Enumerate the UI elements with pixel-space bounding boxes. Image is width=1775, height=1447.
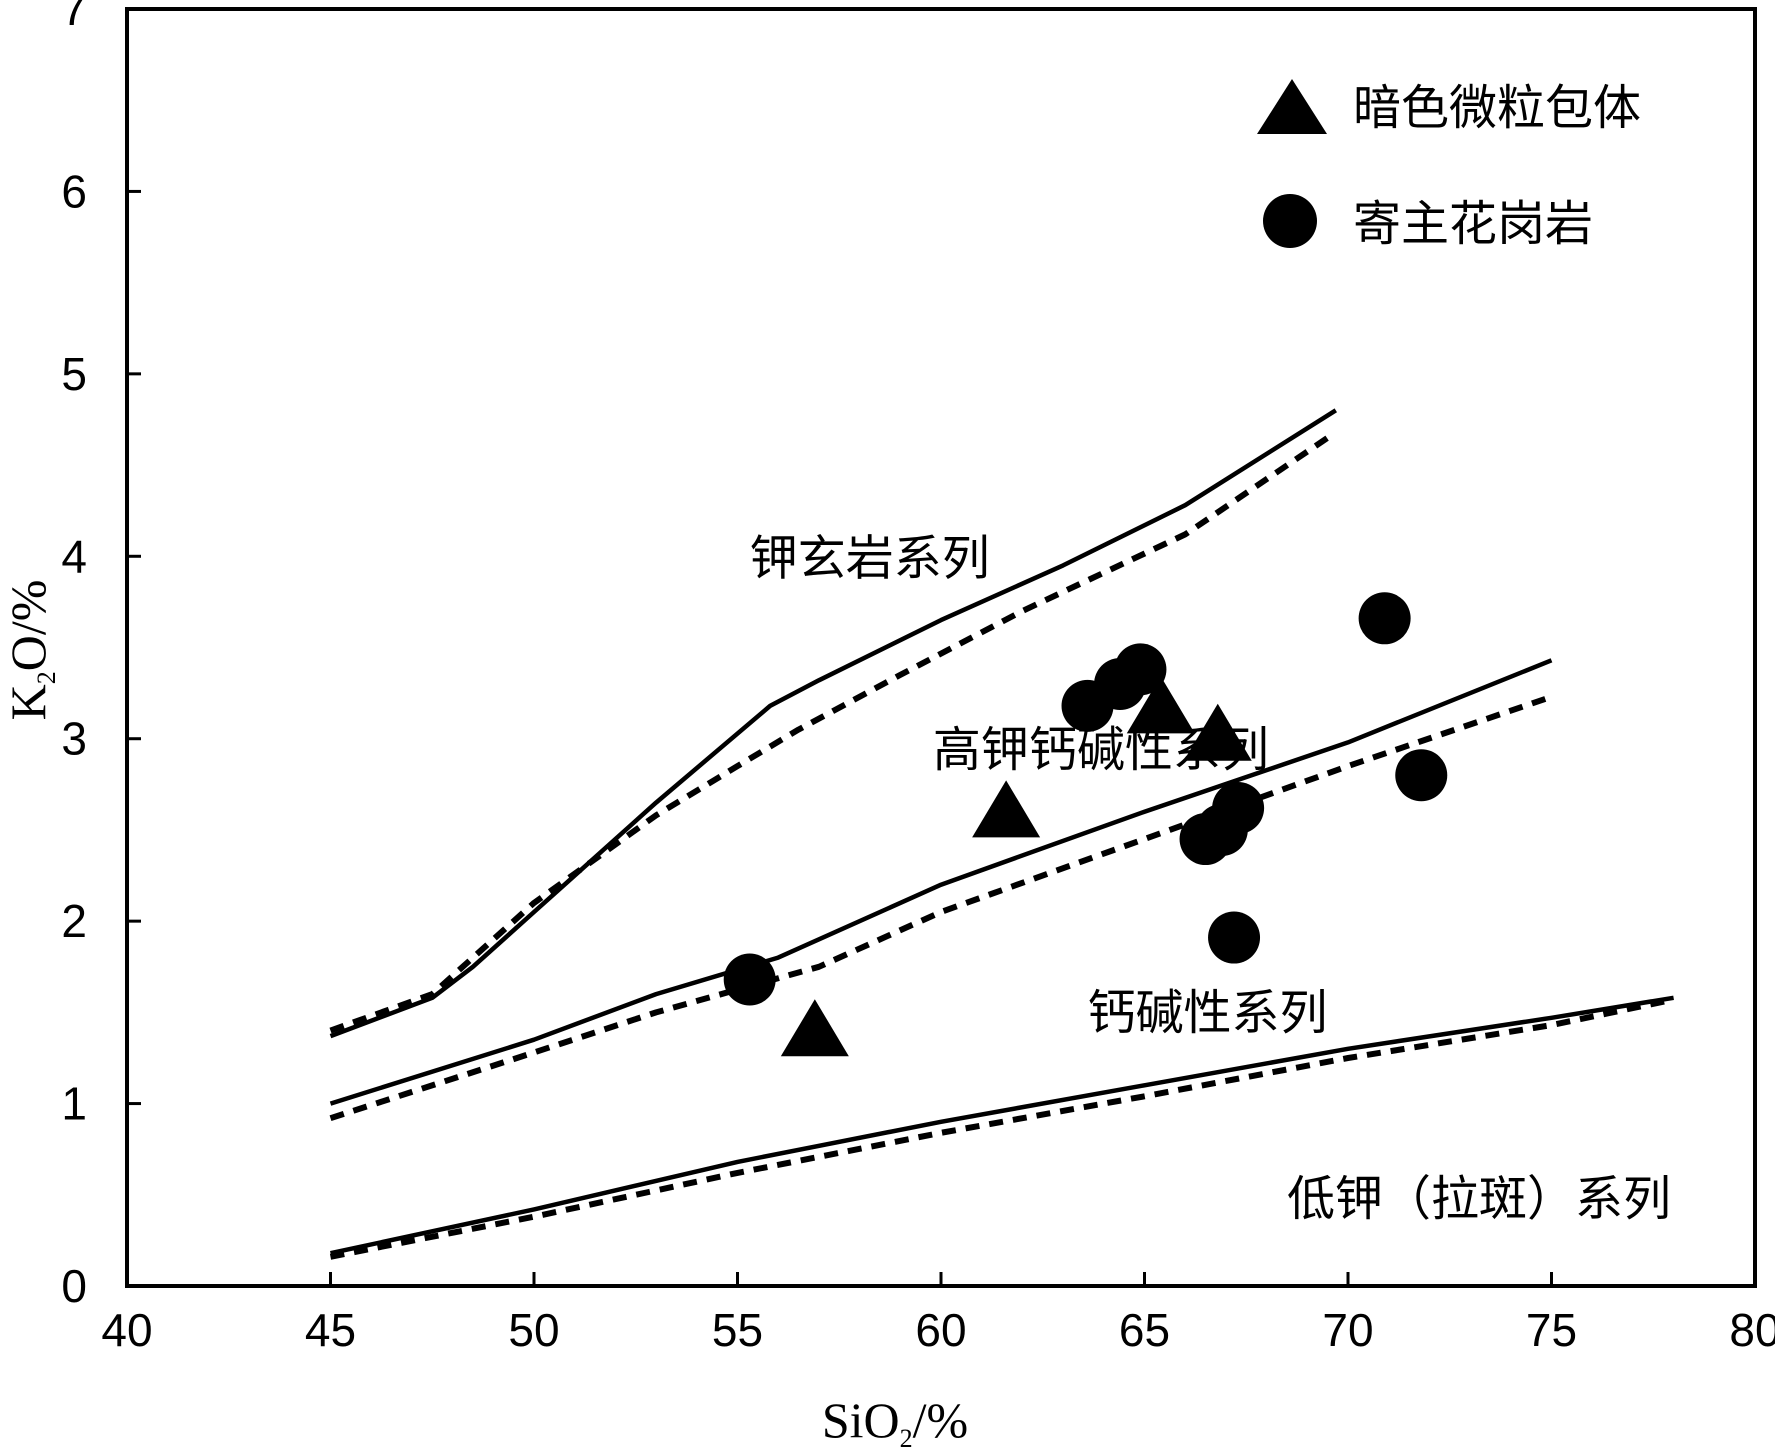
x-axis-title-main: SiO <box>822 1392 900 1447</box>
legend-triangle-marker <box>1257 79 1327 134</box>
legend-circle-marker <box>1263 194 1317 248</box>
y-tick-label: 7 <box>61 0 87 35</box>
region-label: 钾玄岩系列 <box>750 531 990 587</box>
x-tick-label: 80 <box>1729 1304 1775 1356</box>
circle-point <box>1212 782 1265 835</box>
circle-point <box>1358 592 1411 645</box>
y-tick-label: 5 <box>61 348 87 400</box>
triangle-point <box>972 780 1041 838</box>
y-tick-label: 2 <box>61 895 87 947</box>
data-points <box>723 592 1448 1057</box>
x-tick-label: 75 <box>1526 1304 1577 1356</box>
triangle-point <box>1183 703 1252 761</box>
legend-label-circle: 寄主花岗岩 <box>1353 196 1593 252</box>
y-tick-label: 0 <box>61 1260 87 1312</box>
x-tick-label: 50 <box>508 1304 559 1356</box>
boundary-dashed-line <box>329 693 1553 1122</box>
triangle-point <box>780 999 849 1057</box>
y-tick-label: 3 <box>61 713 87 765</box>
circle-point <box>1208 911 1261 964</box>
boundary-dashed-line <box>329 435 1330 1034</box>
x-axis-title: SiO2/% <box>822 1392 968 1447</box>
region-label: 低钾（拉斑）系列 <box>1287 1171 1671 1227</box>
circle-point <box>1395 749 1448 802</box>
boundary-solid-line <box>329 408 1337 1039</box>
y-axis-title-main: K <box>0 684 56 720</box>
x-tick-label: 65 <box>1119 1304 1170 1356</box>
circle-point <box>1114 643 1167 696</box>
legend: 暗色微粒包体 寄主花岗岩 <box>1257 79 1641 252</box>
x-axis-title-unit: /% <box>913 1392 969 1447</box>
y-tick-label: 1 <box>61 1078 87 1130</box>
x-tick-label: 45 <box>305 1304 356 1356</box>
legend-label-triangle: 暗色微粒包体 <box>1353 80 1641 136</box>
y-axis-title-sub: 2 <box>32 671 61 684</box>
x-tick-label: 60 <box>915 1304 966 1356</box>
y-tick-label: 6 <box>61 165 87 217</box>
boundary-dashed-line <box>329 996 1675 1260</box>
triangle-point <box>1126 676 1195 734</box>
boundary-solid-line <box>329 658 1553 1106</box>
circle-point <box>723 953 776 1006</box>
y-axis-title-rest: O/% <box>0 580 56 672</box>
boundary-lines <box>329 408 1675 1260</box>
boundary-solid-line <box>330 995 1674 1256</box>
x-axis-title-sub: 2 <box>900 1424 913 1447</box>
x-tick-label: 55 <box>712 1304 763 1356</box>
y-axis-title: K2O/% <box>0 580 61 721</box>
y-tick-label: 4 <box>61 530 87 582</box>
region-label: 钙碱性系列 <box>1088 985 1328 1041</box>
x-tick-label: 40 <box>101 1304 152 1356</box>
x-tick-label: 70 <box>1322 1304 1373 1356</box>
